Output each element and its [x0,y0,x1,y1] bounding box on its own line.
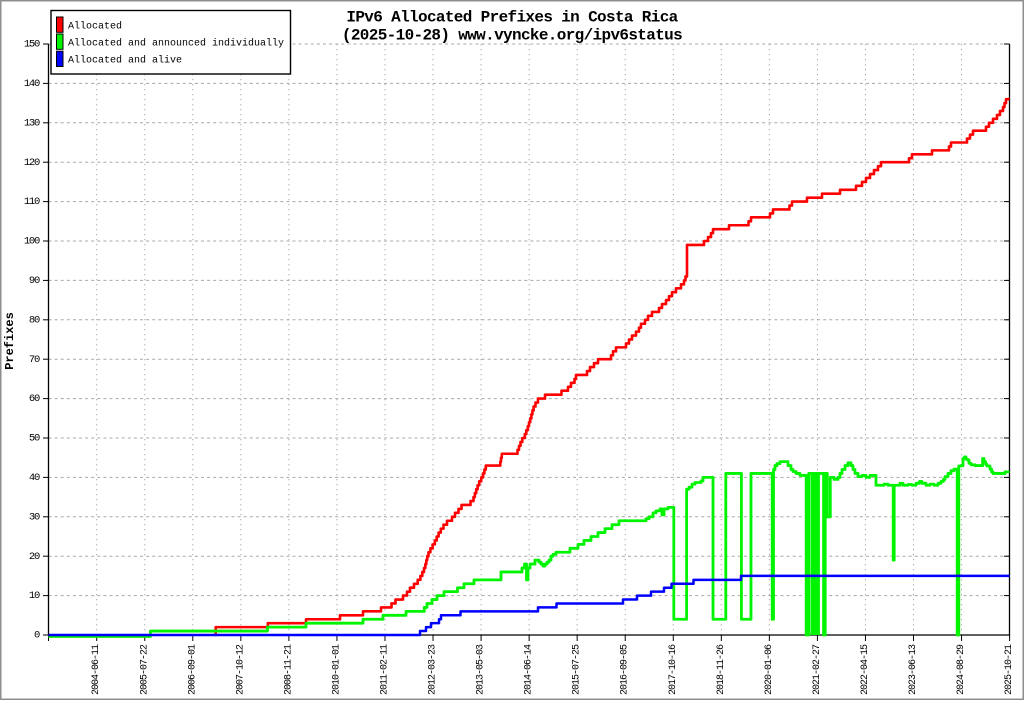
svg-text:2020-01-06: 2020-01-06 [764,644,775,695]
svg-text:2016-09-05: 2016-09-05 [620,644,631,695]
svg-text:110: 110 [24,196,40,208]
svg-text:120: 120 [24,157,40,169]
svg-text:2008-11-21: 2008-11-21 [283,644,294,695]
svg-text:2023-06-13: 2023-06-13 [908,644,919,695]
svg-text:60: 60 [29,393,40,405]
svg-text:40: 40 [29,472,40,484]
svg-text:0: 0 [34,630,40,642]
svg-text:Allocated and alive: Allocated and alive [68,55,182,67]
svg-text:2015-07-25: 2015-07-25 [572,644,583,695]
svg-text:140: 140 [24,78,40,90]
svg-text:Allocated: Allocated [68,20,122,32]
svg-text:10: 10 [29,590,40,602]
svg-text:2025-10-21: 2025-10-21 [1004,644,1015,695]
svg-text:2017-10-16: 2017-10-16 [668,644,679,695]
svg-text:2011-02-11: 2011-02-11 [379,644,390,695]
svg-text:Allocated and announced indivi: Allocated and announced individually [68,37,284,49]
svg-text:IPv6 Allocated Prefixes in Cos: IPv6 Allocated Prefixes in Costa Rica [346,9,678,27]
svg-text:2013-05-03: 2013-05-03 [476,644,487,695]
svg-text:2010-01-01: 2010-01-01 [331,644,342,695]
svg-text:2012-03-23: 2012-03-23 [428,644,439,695]
svg-text:2018-11-26: 2018-11-26 [716,644,727,695]
svg-text:2006-09-01: 2006-09-01 [187,644,198,695]
svg-text:100: 100 [24,236,40,248]
svg-text:(2025-10-28) www.vyncke.org/ip: (2025-10-28) www.vyncke.org/ipv6status [342,27,682,45]
svg-text:2024-08-29: 2024-08-29 [956,644,967,695]
svg-text:2021-02-27: 2021-02-27 [812,644,823,695]
svg-text:80: 80 [29,314,40,326]
svg-text:Prefixes: Prefixes [3,312,17,370]
svg-text:2014-06-14: 2014-06-14 [524,644,535,695]
svg-text:2005-07-22: 2005-07-22 [139,644,150,695]
svg-text:20: 20 [29,551,40,563]
svg-text:130: 130 [24,117,40,129]
svg-text:50: 50 [29,433,40,445]
svg-text:2007-10-12: 2007-10-12 [235,644,246,695]
svg-text:2022-04-15: 2022-04-15 [860,644,871,695]
svg-text:2004-06-11: 2004-06-11 [91,644,102,695]
svg-text:150: 150 [24,39,40,51]
svg-text:90: 90 [29,275,40,287]
svg-text:30: 30 [29,511,40,523]
svg-text:70: 70 [29,354,40,366]
